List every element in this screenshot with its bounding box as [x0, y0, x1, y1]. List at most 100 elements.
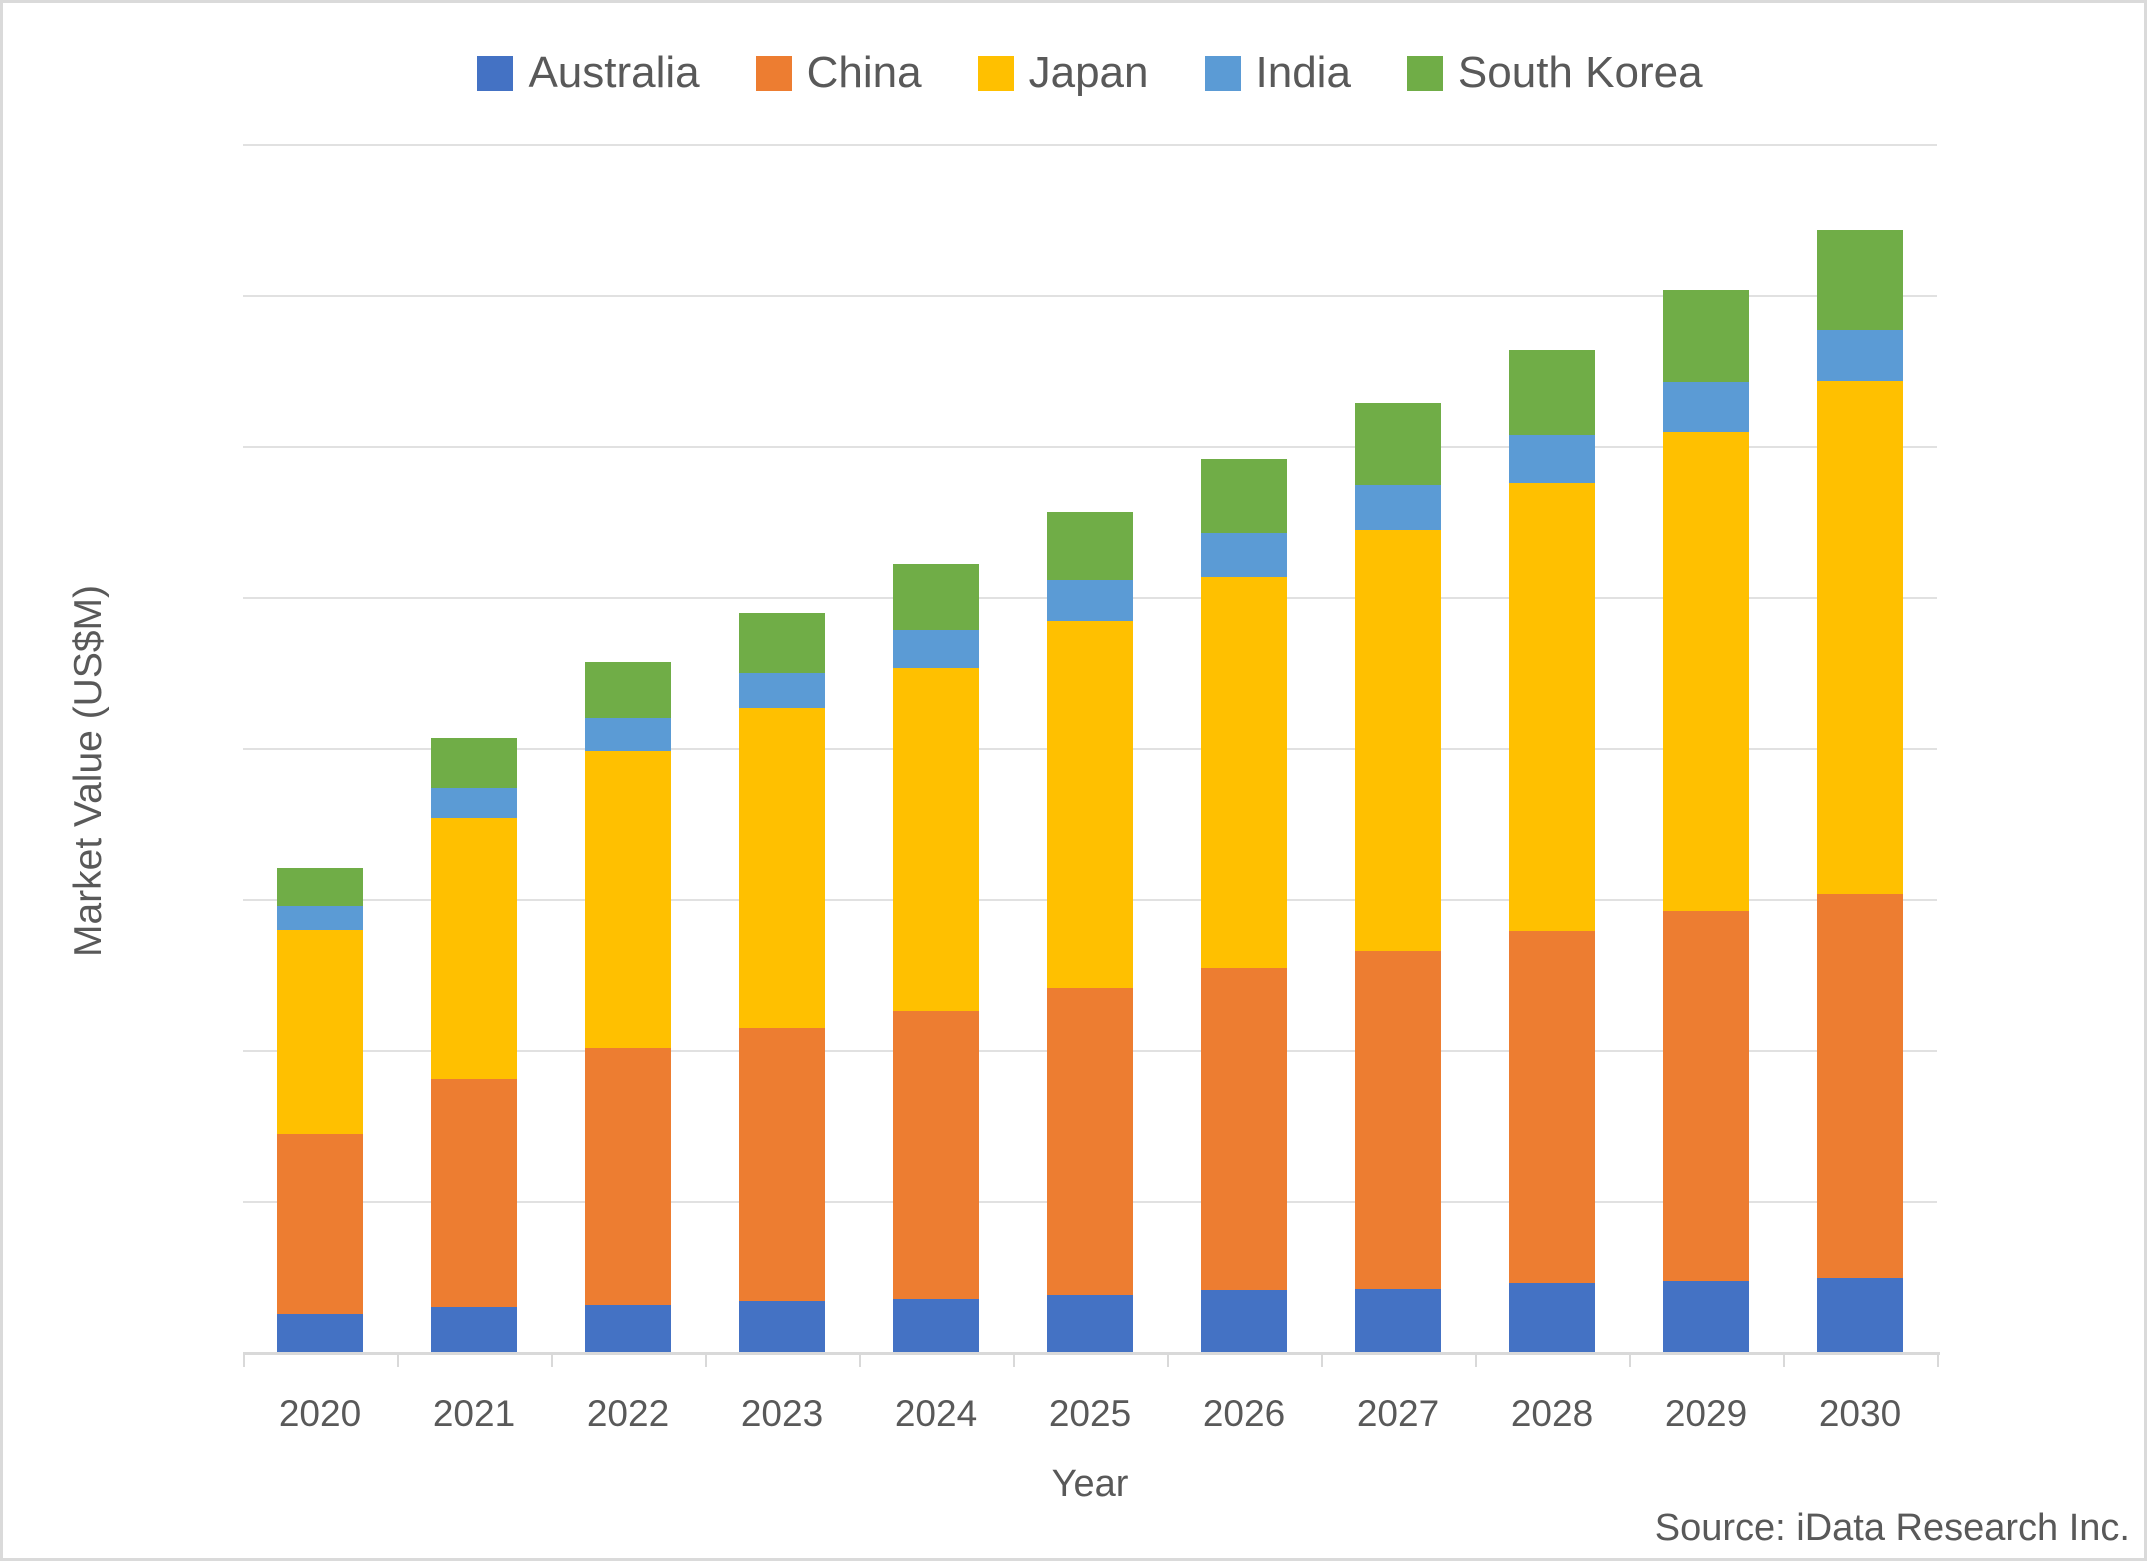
bar-2027 — [1355, 403, 1441, 1352]
gridline — [243, 295, 1937, 297]
bar-segment-2028-south-korea — [1509, 350, 1595, 435]
x-tick-label-2027: 2027 — [1356, 1393, 1440, 1434]
bar-segment-2021-australia — [431, 1307, 517, 1352]
legend-swatch-india — [1204, 55, 1241, 91]
bar-segment-2027-japan — [1355, 530, 1441, 951]
bar-segment-2030-australia — [1817, 1278, 1903, 1352]
x-axis-tick-mark — [1013, 1354, 1015, 1367]
bar-segment-2025-japan — [1047, 621, 1133, 988]
x-tick-label-2030: 2030 — [1818, 1393, 1902, 1434]
legend-label-china: China — [806, 48, 922, 97]
bar-segment-2027-south-korea — [1355, 403, 1441, 485]
x-axis-tick-mark — [243, 1354, 245, 1367]
bar-segment-2025-south-korea — [1047, 512, 1133, 580]
x-axis-tick-mark — [859, 1354, 861, 1367]
x-tick-label-2028: 2028 — [1510, 1393, 1594, 1434]
bar-segment-2029-japan — [1663, 432, 1749, 911]
legend-item-japan: Japan — [977, 48, 1149, 97]
legend-item-australia: Australia — [477, 48, 700, 97]
x-axis-title: Year — [1051, 1463, 1129, 1505]
bar-segment-2024-australia — [893, 1299, 979, 1352]
bar-segment-2021-china — [431, 1079, 517, 1307]
x-axis-tick-mark — [705, 1354, 707, 1367]
bar-segment-2030-south-korea — [1817, 230, 1903, 330]
legend-item-india: India — [1204, 48, 1351, 97]
bar-segment-2025-india — [1047, 580, 1133, 621]
legend-swatch-australia — [477, 55, 514, 91]
bar-2029 — [1663, 290, 1749, 1352]
bar-segment-2026-japan — [1201, 577, 1287, 968]
bar-segment-2022-south-korea — [585, 662, 671, 718]
bar-segment-2023-china — [739, 1028, 825, 1301]
x-axis-tick-mark — [551, 1354, 553, 1367]
legend-item-south-korea: South Korea — [1406, 48, 1703, 97]
bar-segment-2022-australia — [585, 1305, 671, 1352]
x-axis-tick-mark — [397, 1354, 399, 1367]
bar-2028 — [1509, 350, 1595, 1352]
bar-segment-2030-japan — [1817, 381, 1903, 894]
bar-2023 — [739, 613, 825, 1352]
x-tick-label-2024: 2024 — [894, 1393, 978, 1434]
bar-segment-2024-south-korea — [893, 564, 979, 630]
bar-segment-2029-china — [1663, 911, 1749, 1281]
bar-segment-2024-china — [893, 1011, 979, 1299]
bar-segment-2023-japan — [739, 708, 825, 1028]
bar-segment-2026-india — [1201, 533, 1287, 577]
x-tick-label-2023: 2023 — [740, 1393, 824, 1434]
bar-segment-2023-south-korea — [739, 613, 825, 673]
legend-label-south-korea: South Korea — [1457, 48, 1703, 97]
bar-segment-2024-india — [893, 630, 979, 668]
x-axis-tick-mark — [1937, 1354, 1939, 1367]
bar-segment-2030-india — [1817, 330, 1903, 381]
bar-segment-2027-india — [1355, 485, 1441, 530]
bar-segment-2020-china — [277, 1134, 363, 1314]
plot-area — [243, 144, 1937, 1352]
legend-swatch-china — [755, 55, 792, 91]
legend-item-china: China — [755, 48, 922, 97]
legend-swatch-south-korea — [1406, 55, 1443, 91]
bar-2020 — [277, 868, 363, 1352]
bar-2025 — [1047, 512, 1133, 1352]
bar-segment-2025-china — [1047, 988, 1133, 1295]
legend-label-india: India — [1255, 48, 1351, 97]
bar-segment-2021-south-korea — [431, 738, 517, 788]
bar-segment-2023-india — [739, 673, 825, 708]
bar-segment-2026-china — [1201, 968, 1287, 1290]
bar-2030 — [1817, 230, 1903, 1352]
legend-label-japan: Japan — [1028, 48, 1149, 97]
x-tick-label-2029: 2029 — [1664, 1393, 1748, 1434]
y-axis-title: Market Value (US$M) — [67, 584, 110, 958]
legend-label-australia: Australia — [528, 48, 700, 97]
bar-segment-2021-india — [431, 788, 517, 818]
bar-2022 — [585, 662, 671, 1352]
bar-segment-2029-south-korea — [1663, 290, 1749, 382]
bar-segment-2028-japan — [1509, 483, 1595, 931]
x-axis-tick-mark — [1167, 1354, 1169, 1367]
bar-segment-2020-japan — [277, 930, 363, 1134]
x-tick-label-2020: 2020 — [278, 1393, 362, 1434]
bar-segment-2023-australia — [739, 1301, 825, 1352]
bar-segment-2020-south-korea — [277, 868, 363, 906]
x-axis-tick-mark — [1321, 1354, 1323, 1367]
bar-2026 — [1201, 459, 1287, 1352]
bar-segment-2020-australia — [277, 1314, 363, 1352]
bar-segment-2020-india — [277, 906, 363, 930]
gridline — [243, 446, 1937, 448]
bar-segment-2029-australia — [1663, 1281, 1749, 1352]
bar-segment-2027-china — [1355, 951, 1441, 1289]
bar-segment-2024-japan — [893, 668, 979, 1011]
x-axis-tick-mark — [1629, 1354, 1631, 1367]
x-tick-label-2021: 2021 — [432, 1393, 516, 1434]
bar-2021 — [431, 738, 517, 1352]
x-axis-tick-mark — [1475, 1354, 1477, 1367]
x-tick-label-2022: 2022 — [586, 1393, 670, 1434]
x-axis-tick-mark — [1783, 1354, 1785, 1367]
bar-segment-2022-japan — [585, 751, 671, 1048]
bar-segment-2026-south-korea — [1201, 459, 1287, 533]
bar-segment-2028-australia — [1509, 1283, 1595, 1352]
x-tick-label-2025: 2025 — [1048, 1393, 1132, 1434]
x-axis-line — [243, 1352, 1940, 1355]
bar-segment-2022-india — [585, 718, 671, 751]
x-tick-label-2026: 2026 — [1202, 1393, 1286, 1434]
